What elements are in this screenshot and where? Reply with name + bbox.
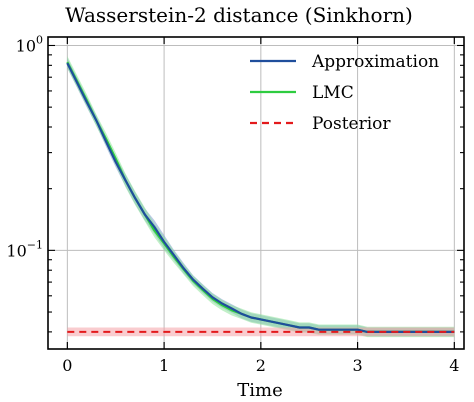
legend-label-lmc: LMC [312, 83, 354, 103]
x-tick-label: 3 [352, 356, 362, 375]
x-tick-label: 4 [449, 356, 459, 375]
line-approximation [66, 62, 455, 333]
y-tick-label: 100 [16, 33, 43, 55]
chart-title: Wasserstein-2 distance (Sinkhorn) [65, 3, 413, 27]
legend-label-posterior: Posterior [312, 114, 391, 134]
x-tick-label: 1 [159, 356, 169, 375]
y-tick-label: 10−1 [6, 238, 43, 260]
ticks: 0 1 2 3 4 100 10−1 [6, 33, 464, 375]
x-tick-label: 2 [256, 356, 266, 375]
legend-label-approximation: Approximation [311, 52, 439, 72]
x-tick-label: 0 [62, 356, 72, 375]
grid [48, 37, 464, 349]
series-lines [66, 61, 455, 333]
x-axis-label: Time [237, 380, 282, 401]
plot-frame [47, 36, 465, 350]
legend: Approximation LMC Posterior [250, 52, 439, 134]
plot-area: 0 1 2 3 4 100 10−1 [6, 33, 465, 375]
